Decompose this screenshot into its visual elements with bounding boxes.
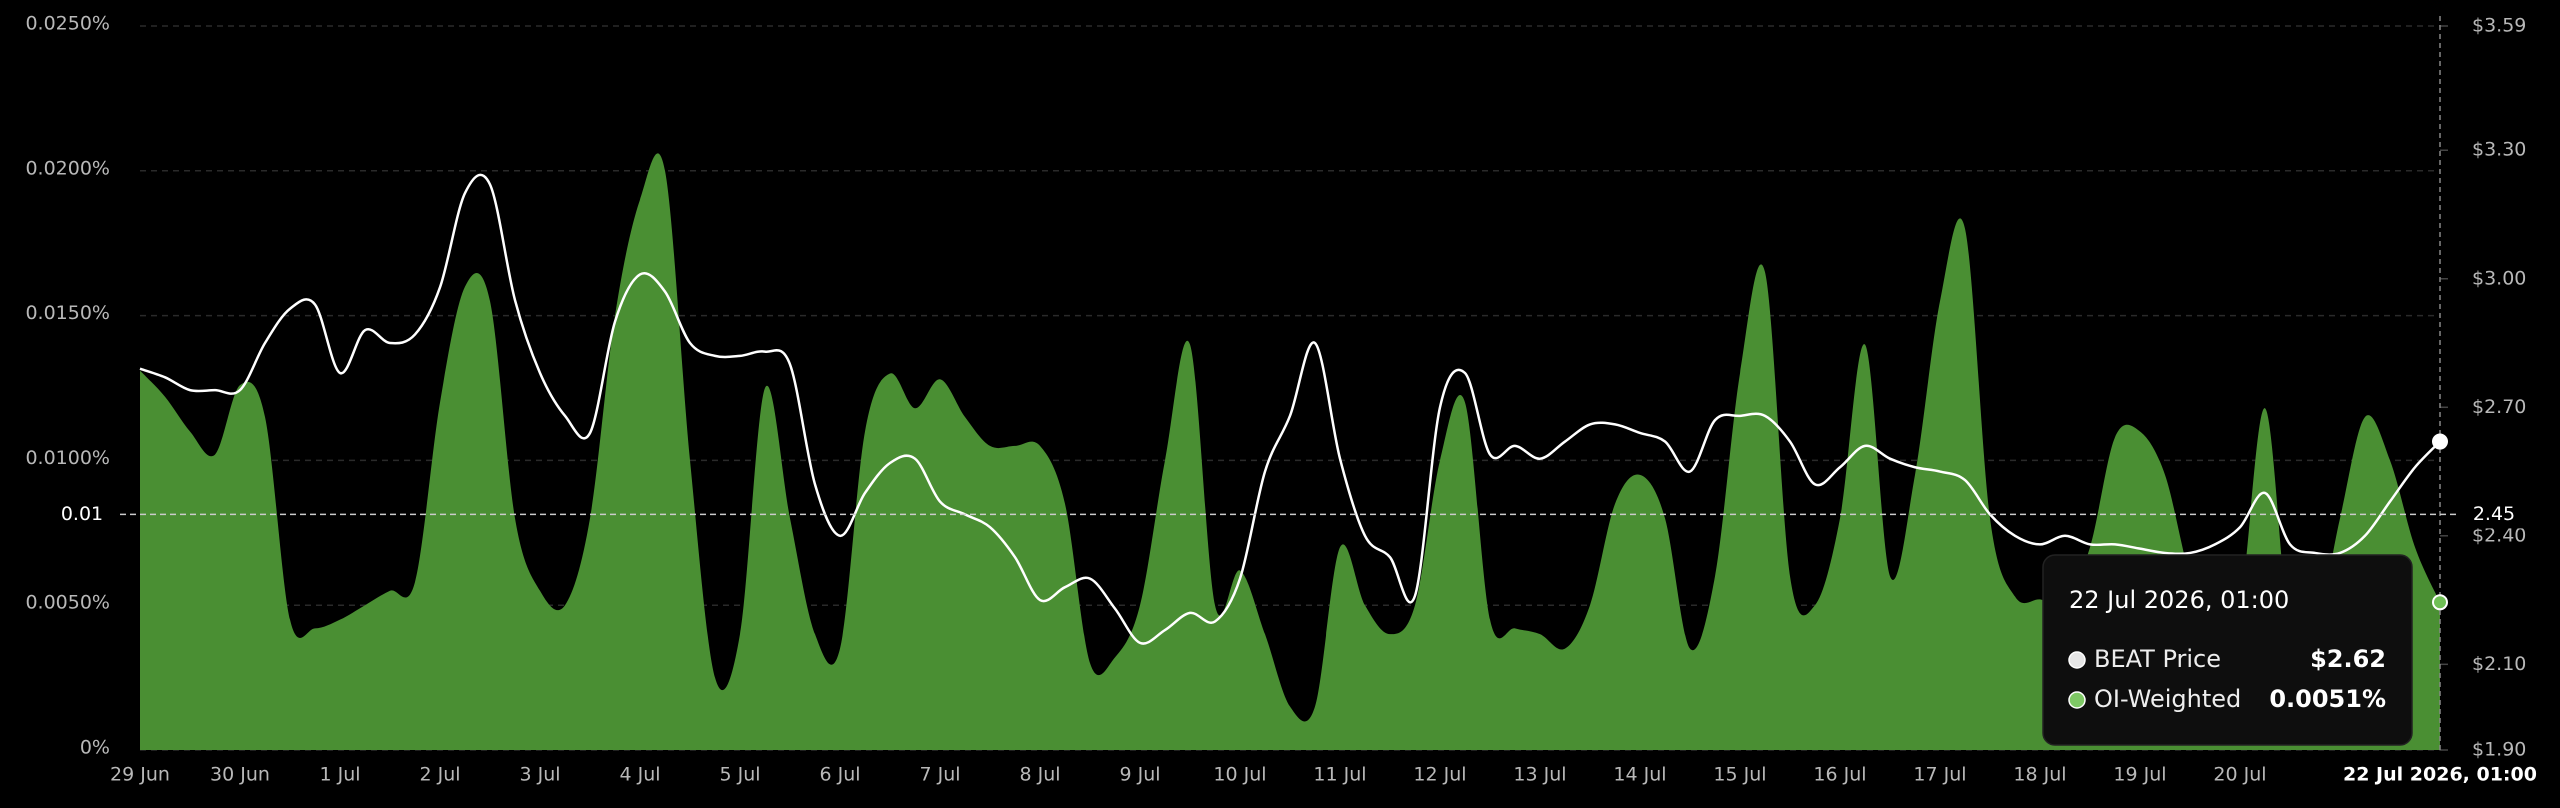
x-tick-label: 12 Jul xyxy=(1413,764,1466,786)
tooltip-series-name: OI-Weighted xyxy=(2094,685,2241,713)
crosshair-x-label: 22 Jul 2026, 01:00 xyxy=(2343,764,2537,786)
tooltip-title: 22 Jul 2026, 01:00 xyxy=(2069,586,2289,614)
tooltip-value: 0.0051% xyxy=(2269,685,2386,713)
hover-point xyxy=(2432,433,2448,450)
crosshair-label-bg xyxy=(48,500,112,529)
x-tick-label: 8 Jul xyxy=(1019,764,1060,786)
x-tick-label: 4 Jul xyxy=(619,764,660,786)
y-tick-label: 0.0050% xyxy=(25,592,110,614)
x-tick-label: 17 Jul xyxy=(1913,764,1966,786)
x-tick-label: 11 Jul xyxy=(1313,764,1366,786)
x-tick-label: 6 Jul xyxy=(819,764,860,786)
x-tick-label: 3 Jul xyxy=(519,764,560,786)
y2-tick-label: $2.40 xyxy=(2472,524,2526,546)
x-tick-label: 15 Jul xyxy=(1713,764,1766,786)
y2-tick-label: $3.30 xyxy=(2472,139,2526,161)
x-tick-label: 16 Jul xyxy=(1813,764,1866,786)
hover-point xyxy=(2432,594,2448,611)
x-tick-label: 19 Jul xyxy=(2113,764,2166,786)
y2-tick-label: $1.90 xyxy=(2472,739,2526,761)
crosshair-y2-label: 2.45 xyxy=(2473,503,2515,525)
crosshair-y-label: 0.01 xyxy=(61,503,103,525)
tooltip-dot xyxy=(2068,691,2086,709)
y2-tick-label: $2.10 xyxy=(2472,653,2526,675)
x-tick-label: 9 Jul xyxy=(1119,764,1160,786)
y-tick-label: 0% xyxy=(80,737,110,759)
tooltip-value: $2.62 xyxy=(2310,645,2386,673)
x-tick-label: 5 Jul xyxy=(719,764,760,786)
line xyxy=(139,173,2441,645)
x-tick-label: 7 Jul xyxy=(919,764,960,786)
y-tick-label: 0.0250% xyxy=(25,13,110,35)
tooltip-series-name: BEAT Price xyxy=(2094,645,2221,673)
y2-tick-label: $2.70 xyxy=(2472,396,2526,418)
x-tick-label: 10 Jul xyxy=(1213,764,1266,786)
area xyxy=(140,153,2440,750)
x-tick-label: 2 Jul xyxy=(419,764,460,786)
y-tick-label: 0.0100% xyxy=(25,447,110,469)
x-tick-label: 30 Jun xyxy=(210,764,270,786)
x-tick-label: 18 Jul xyxy=(2013,764,2066,786)
x-tick-label: 29 Jun xyxy=(110,764,170,786)
x-tick-label: 1 Jul xyxy=(319,764,360,786)
y2-tick-label: $3.00 xyxy=(2472,267,2526,289)
y-tick-label: 0.0150% xyxy=(25,302,110,324)
x-tick-label: 13 Jul xyxy=(1513,764,1566,786)
y-tick-label: 0.0200% xyxy=(25,157,110,179)
x-tick-label: 14 Jul xyxy=(1613,764,1666,786)
crosshair-label-bg xyxy=(2462,500,2542,529)
tooltip xyxy=(2042,554,2413,746)
tooltip-dot xyxy=(2068,651,2086,669)
y2-tick-label: $3.59 xyxy=(2472,15,2526,37)
x-tick-label: 20 Jul xyxy=(2213,764,2266,786)
